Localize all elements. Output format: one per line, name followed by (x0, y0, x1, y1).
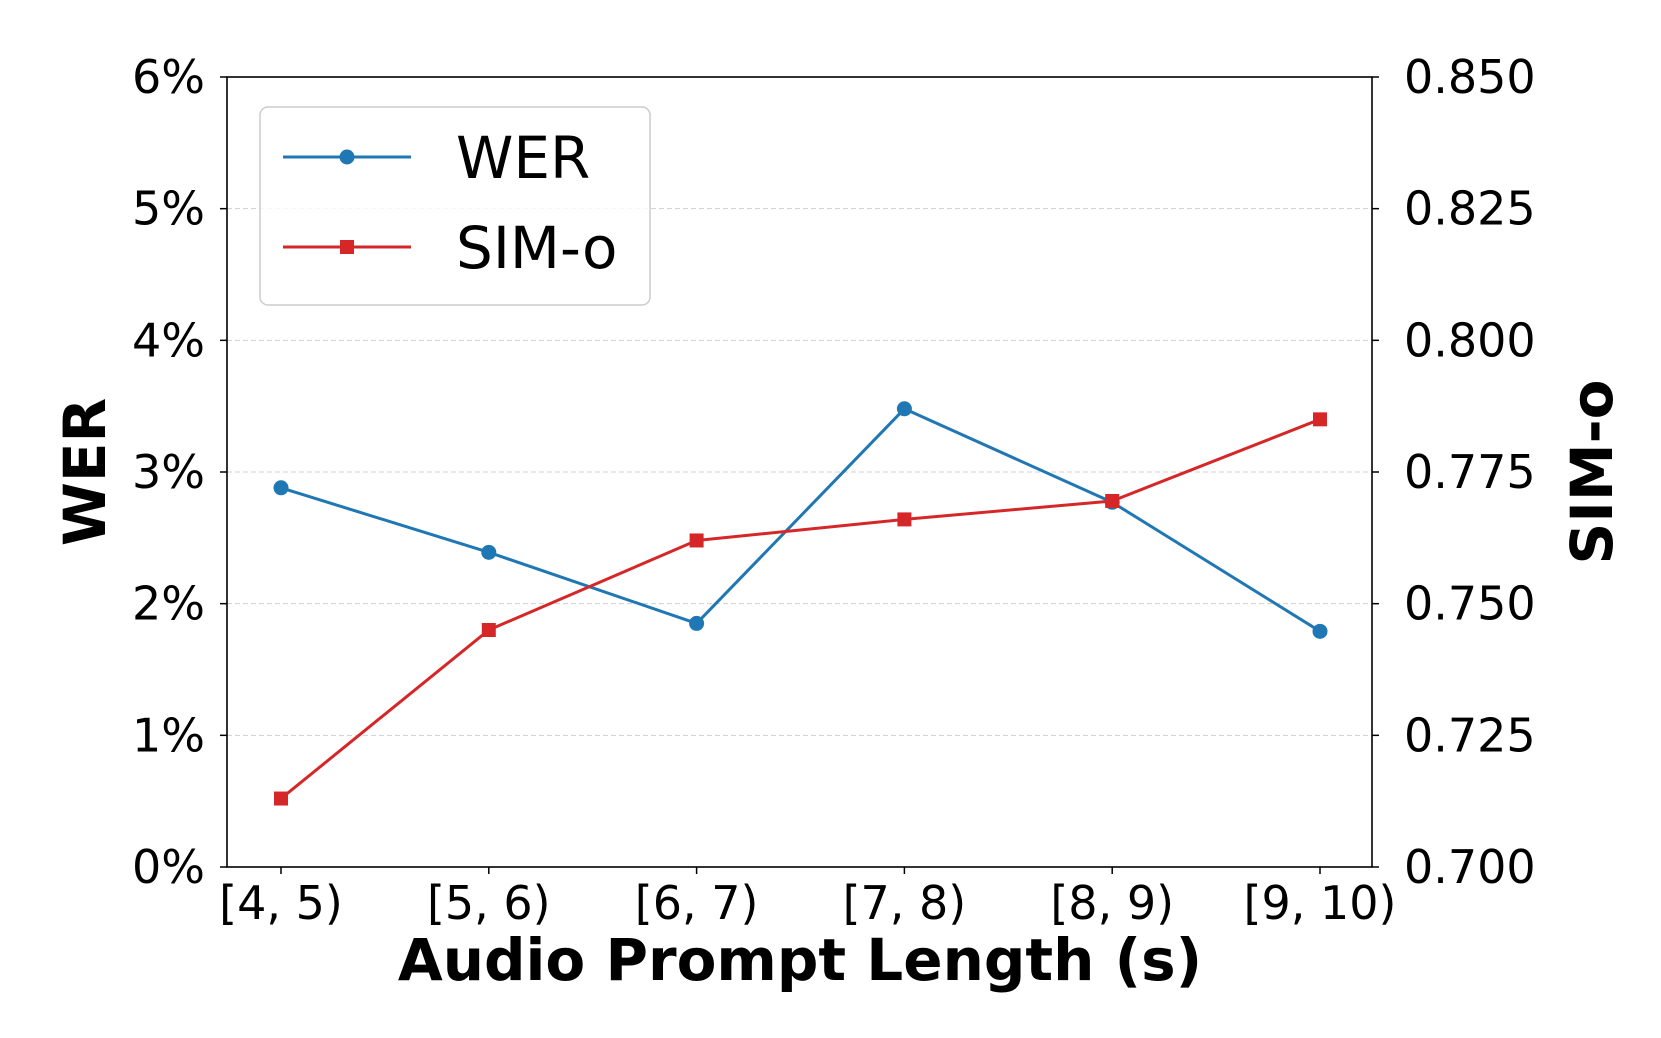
wer-data-point (689, 615, 705, 631)
legend-sim-o-label: SIM-o (456, 214, 617, 282)
y-tick-label-right: 0.700 (1404, 840, 1536, 894)
data-series (273, 401, 1328, 806)
legend-wer-marker (339, 149, 355, 165)
y-tick-label-right: 0.850 (1404, 50, 1536, 104)
wer-data-point (481, 544, 497, 560)
wer-data-point (273, 480, 289, 496)
legend: WER SIM-o (259, 106, 651, 306)
y-tick-label-left: 6% (132, 50, 205, 104)
x-tick-label: [8, 9) (1050, 876, 1174, 930)
legend-wer-label: WER (456, 124, 590, 192)
axes: 0% 0.700 1% 0.725 2% 0.750 3% 0.775 4% 0.800 5% 0.8… (132, 50, 1536, 930)
sim-o-data-point (1313, 412, 1327, 427)
sim-o-data-point (1105, 493, 1120, 508)
y-tick-label-left: 3% (132, 445, 205, 499)
y-tick-label-right: 0.750 (1404, 577, 1536, 631)
x-tick-label: [6, 7) (635, 876, 759, 930)
x-axis-title: Audio Prompt Length (s) (398, 926, 1202, 994)
sim-o-data-point (481, 623, 496, 637)
sim-o-data-point (274, 791, 288, 806)
y-tick-label-left: 4% (132, 313, 205, 367)
x-tick-label: [9, 10) (1244, 876, 1397, 930)
y-tick-label-right: 0.800 (1404, 313, 1536, 367)
sim-o-data-point (897, 512, 912, 527)
wer-series-line (280, 407, 1321, 633)
y-tick-label-left: 0% (132, 840, 205, 894)
y-axis-title-left: WER (51, 398, 119, 546)
y-tick-label-right: 0.775 (1404, 445, 1536, 499)
y-tick-label-right: 0.825 (1404, 182, 1536, 236)
y-tick-label-left: 2% (132, 577, 205, 631)
sim-o-data-point (689, 533, 704, 548)
y-tick-label-left: 5% (132, 182, 205, 236)
grid-lines (227, 208, 1372, 736)
y-tick-label-left: 1% (132, 708, 205, 762)
x-tick-label: [7, 8) (843, 876, 967, 930)
sim-o-series-line (280, 417, 1321, 800)
x-tick-label: [4, 5) (219, 876, 343, 930)
wer-data-point (896, 401, 912, 417)
legend-sim-o-marker (340, 240, 354, 254)
x-tick-label: [5, 6) (427, 876, 551, 930)
y-axis-title-right: SIM-o (1558, 380, 1626, 565)
y-tick-label-right: 0.725 (1404, 708, 1536, 762)
wer-data-point (1312, 623, 1328, 639)
